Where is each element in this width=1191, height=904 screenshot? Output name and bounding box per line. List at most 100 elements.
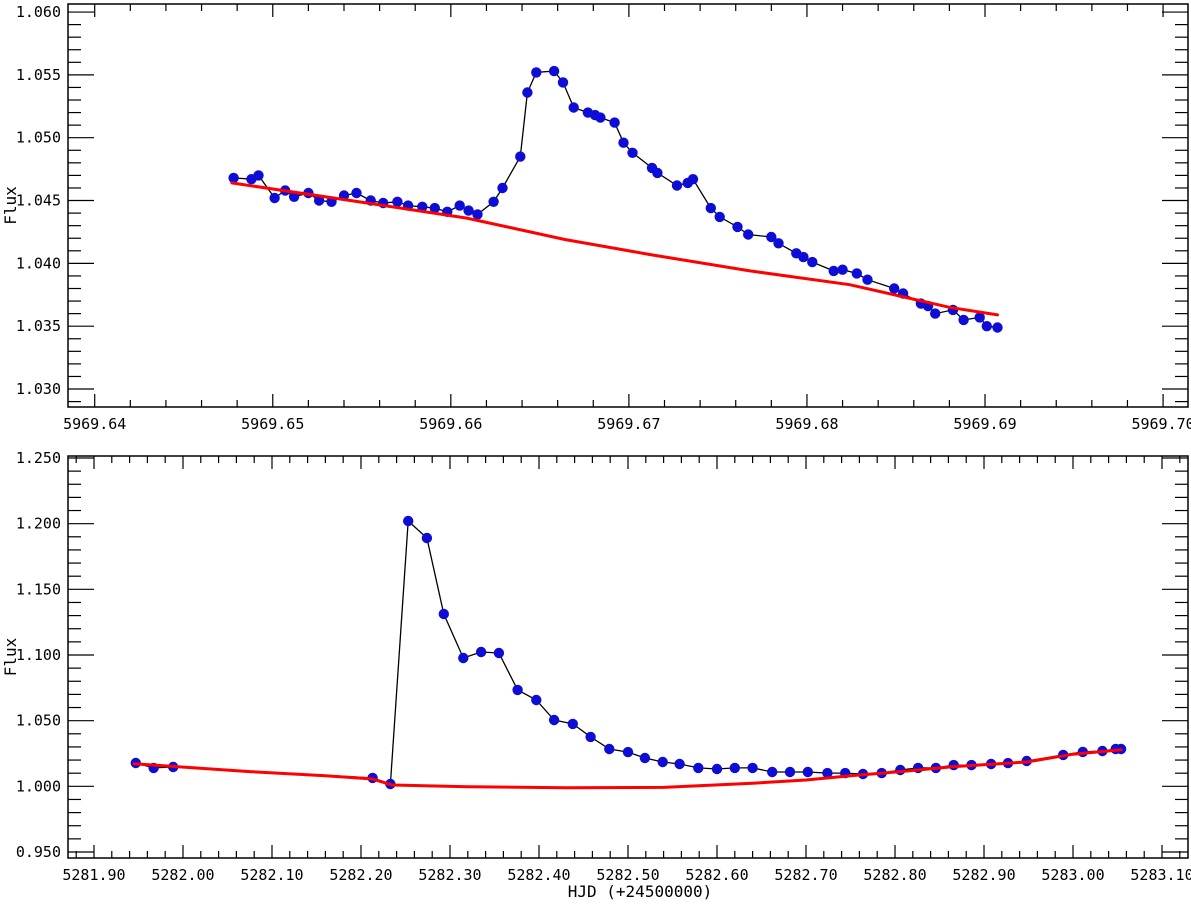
observed-data-point [862, 274, 873, 285]
x-tick-label: 5282.00 [151, 866, 214, 884]
model-fit-line [230, 181, 999, 317]
observed-data-point [618, 137, 629, 148]
plot-frame [67, 3, 1189, 408]
y-tick-label: 1.050 [16, 712, 61, 730]
observed-data-point [711, 763, 723, 775]
observed-data-point [313, 195, 325, 206]
y-tick-label: 0.950 [16, 843, 61, 861]
x-tick-label: 5969.65 [241, 415, 304, 433]
observed-data-point [515, 151, 526, 162]
observed-data-point [687, 174, 699, 185]
y-tick-label: 1.055 [16, 66, 61, 84]
observed-data-point [253, 170, 264, 181]
observed-data-point [531, 67, 542, 78]
observed-data-point [421, 532, 433, 544]
y-tick-label: 1.035 [16, 317, 61, 335]
observed-data-point [807, 256, 818, 268]
observed-data-point [743, 229, 754, 240]
observed-data-point [773, 238, 784, 249]
x-tick-label: 5282.20 [329, 866, 392, 884]
observed-data-point [747, 762, 758, 774]
observed-data-point [802, 766, 813, 778]
observed-data-point [798, 251, 809, 263]
plot-frame [67, 455, 1189, 859]
observed-data-point [417, 201, 428, 212]
x-tick-label: 5969.66 [419, 415, 482, 433]
observed-data-point [627, 147, 638, 158]
model-fit-line [132, 748, 1123, 790]
bottom-light-curve: 5281.90 5282.00 5282.10 5282.20 5282.30 5282.… [1, 449, 1191, 901]
x-tick-label: 5282.60 [685, 866, 748, 884]
observed-data-point [766, 231, 777, 243]
observed-data-point [472, 209, 483, 220]
observed-data-point [557, 77, 569, 88]
observed-data-point [269, 192, 280, 204]
observed-data-point [784, 766, 796, 778]
observed-data-point [705, 202, 716, 214]
observed-data-point [454, 200, 465, 211]
observed-data-point [851, 268, 862, 279]
observed-data-point [729, 762, 740, 774]
x-tick-label: 5969.68 [775, 415, 838, 433]
observed-data-point [732, 221, 743, 233]
observed-data-point [548, 714, 560, 726]
observed-data-point [493, 647, 505, 659]
y-tick-label: 1.050 [16, 129, 61, 147]
y-tick-label: 1.250 [16, 449, 61, 467]
observed-data-point [228, 172, 239, 184]
observed-data-point [438, 608, 449, 620]
observed-data-point [974, 312, 985, 323]
x-tick-label: 5282.10 [240, 866, 303, 884]
x-tick-label: 5282.50 [596, 866, 659, 884]
observed-data-point [488, 196, 499, 207]
observed-data-point [497, 182, 508, 194]
observed-data-point [674, 758, 685, 770]
observed-data-point [609, 117, 620, 128]
x-tick-label: 5969.64 [63, 415, 126, 433]
x-tick-label: 5969.69 [953, 415, 1016, 433]
x-tick-label: 5282.70 [774, 866, 837, 884]
observed-data-point [652, 167, 663, 179]
observed-data-point [837, 264, 848, 275]
observed-data-point [822, 767, 833, 779]
observed-data-point [567, 718, 578, 730]
observed-data-point [288, 191, 300, 202]
y-tick-label: 1.030 [16, 380, 61, 398]
observed-data-point [958, 314, 969, 326]
x-tick-label: 5282.30 [418, 866, 481, 884]
observed-data-point [548, 65, 560, 77]
x-tick-label: 5969.67 [597, 415, 660, 433]
observed-data-point [828, 265, 839, 277]
y-tick-label: 1.150 [16, 580, 61, 598]
y-axis-title: Flux [1, 637, 20, 676]
observed-data-point [512, 684, 523, 696]
x-tick-label: 5283.00 [1041, 866, 1104, 884]
y-tick-label: 1.000 [16, 777, 61, 795]
observed-data-point [595, 112, 606, 123]
y-axis-title: Flux [1, 186, 20, 225]
observed-data-point [604, 743, 615, 755]
y-tick-label: 1.040 [16, 254, 61, 272]
top-light-curve: 5969.64 5969.65 5969.66 5969.67 5969.68 5969.… [1, 3, 1191, 433]
observed-data-point [351, 187, 362, 199]
x-axis-title: HJD (+24500000) [568, 882, 713, 901]
observed-data-point [585, 731, 596, 743]
observed-data-point [714, 211, 725, 223]
observed-data-point [403, 515, 414, 527]
observed-data-point [889, 283, 900, 294]
observed-data-point [767, 766, 778, 778]
observed-data-point [463, 205, 474, 216]
y-tick-label: 1.045 [16, 192, 61, 210]
x-tick-label: 5282.40 [507, 866, 570, 884]
observed-data-point [693, 762, 704, 774]
observed-data-point [531, 694, 542, 706]
observed-data-point [475, 646, 487, 658]
x-tick-label: 5283.10 [1130, 866, 1191, 884]
y-tick-label: 1.060 [16, 3, 61, 21]
observed-data-point [981, 321, 992, 332]
observed-data-point [639, 752, 651, 764]
observed-data-point [930, 308, 941, 319]
x-tick-label: 5282.90 [952, 866, 1015, 884]
observed-data-point [429, 202, 440, 214]
